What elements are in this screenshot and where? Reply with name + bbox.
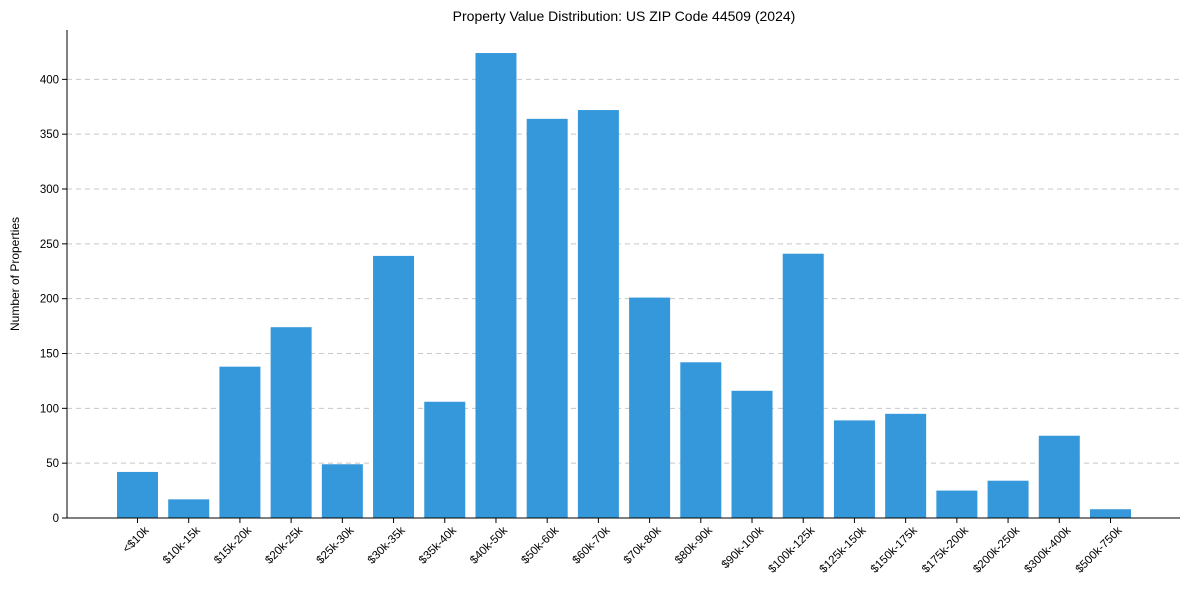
y-tick-label: 300 — [40, 184, 59, 196]
x-tick-label: $70k-80k — [622, 524, 664, 566]
y-axis-label: Number of Properties — [8, 217, 22, 331]
x-tick-label: $150k-175k — [869, 524, 920, 575]
x-tick-label: $40k-50k — [468, 524, 510, 566]
x-tick-label: $50k-60k — [519, 524, 561, 566]
x-tick-label: $80k-90k — [673, 524, 715, 566]
bar — [321, 464, 363, 518]
bar — [424, 401, 466, 518]
bar — [782, 253, 824, 519]
y-tick-label: 150 — [40, 349, 59, 361]
x-tick-label: $500k-750k — [1074, 524, 1125, 575]
x-tick-label: $15k-20k — [212, 524, 254, 566]
x-tick-label: $90k-100k — [720, 524, 767, 571]
x-tick-label: $175k-200k — [920, 524, 971, 575]
bar — [987, 480, 1029, 518]
bar — [1089, 509, 1131, 518]
y-tick-label: 200 — [40, 294, 59, 306]
bar — [577, 110, 619, 519]
bar — [885, 413, 927, 518]
bar — [936, 490, 978, 518]
y-tick-label: 50 — [46, 458, 59, 470]
x-tick-label: $125k-150k — [818, 524, 869, 575]
bar — [629, 297, 671, 518]
bar — [1038, 435, 1080, 518]
y-tick-label: 250 — [40, 239, 59, 251]
bar — [270, 327, 312, 518]
axes — [66, 30, 1180, 519]
bar — [168, 499, 210, 518]
bar — [219, 366, 261, 518]
y-tick-label: 0 — [53, 513, 59, 525]
x-tick-label: <$10k — [121, 524, 152, 555]
y-tick-label: 400 — [40, 74, 59, 86]
y-ticks: 0 50 100 150 200 250 300 350 400 — [40, 74, 67, 525]
gridlines — [67, 78, 1180, 464]
chart-title: Property Value Distribution: US ZIP Code… — [453, 8, 796, 24]
x-tick-label: $300k-400k — [1022, 524, 1073, 575]
bar — [475, 53, 517, 519]
x-tick-label: $30k-35k — [366, 524, 408, 566]
x-tick-label: $60k-70k — [571, 524, 613, 566]
x-tick-label: $35k-40k — [417, 524, 459, 566]
x-tick-label: $200k-250k — [971, 524, 1022, 575]
x-tick-label: $100k-125k — [766, 524, 817, 575]
bars — [117, 53, 1131, 519]
bar — [117, 471, 158, 518]
bar — [833, 420, 875, 518]
x-tick-label: $20k-25k — [263, 524, 305, 566]
y-tick-label: 100 — [40, 403, 59, 415]
x-tick-label: $25k-30k — [315, 524, 357, 566]
bar — [373, 255, 415, 518]
bar — [526, 118, 568, 518]
y-tick-label: 350 — [40, 129, 59, 141]
x-ticks: <$10k $10k-15k $15k-20k $20k-25k $25k-30k $30… — [121, 518, 1125, 576]
bar — [731, 390, 773, 518]
x-tick-label: $10k-15k — [161, 524, 203, 566]
bar — [680, 362, 722, 518]
